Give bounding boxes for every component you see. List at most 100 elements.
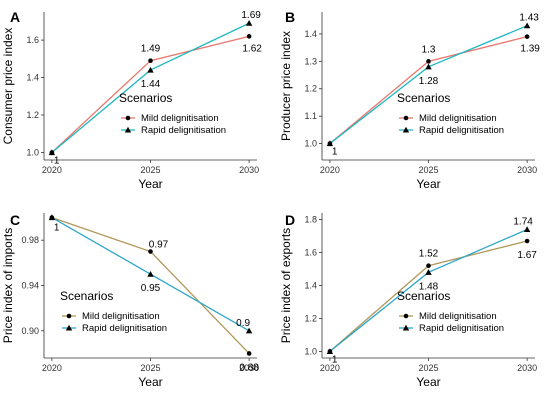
marker-circle [246,34,252,39]
y-tick-label: 0.98 [21,235,39,245]
x-tick-label: 2030 [517,363,537,373]
marker-circle [148,58,153,64]
x-axis-title: Year [416,177,440,191]
y-tick-label: 0.94 [21,281,39,291]
y-tick-label: 1.6 [304,248,317,258]
panel-letter: C [10,212,20,228]
legend-key-marker [125,115,131,121]
data-label: 1 [54,156,60,167]
panel-letter: B [285,9,295,25]
data-label: 1.74 [513,216,533,227]
x-axis-title: Year [416,375,440,389]
x-axis-title: Year [138,177,162,191]
marker-circle [524,238,530,244]
data-label: 0.97 [149,240,169,251]
panel-a: A 1.0 1.2 1.4 1.6 2020 2025 2030 Year Consumer pr… [1,9,262,191]
marker-triangle [425,269,432,275]
panel-letter: A [10,9,20,25]
panel-letter: D [285,212,295,228]
data-label: 1.28 [419,76,439,87]
legend-title: Scenarios [119,91,172,105]
y-tick-label: 1.3 [304,56,317,66]
y-tick-label: 1.4 [304,281,317,291]
y-axis-title: Price index of exports [279,228,293,343]
data-label: 1 [332,354,338,365]
x-tick-label: 2025 [140,363,160,373]
legend-label: Mild delignitisation [82,311,160,322]
x-tick-label: 2020 [42,165,62,175]
data-label: 1 [54,223,60,234]
y-tick-label: 0.90 [21,326,39,336]
marker-triangle [425,63,432,70]
marker-circle [426,263,431,269]
data-label: 1.48 [419,281,439,292]
y-tick-label: 1.0 [26,148,39,158]
y-tick-label: 1.1 [304,111,317,121]
marker-triangle [48,149,56,156]
x-tick-label: 2030 [239,165,259,175]
x-tick-label: 2020 [320,165,340,175]
data-label: 0.95 [141,283,161,294]
data-label: 1.69 [241,10,261,21]
y-tick-label: 1.2 [304,84,317,94]
data-label: 1.49 [141,44,161,55]
panel-d: D 1.0 1.2 1.4 1.6 1.8 2020 2025 2030 Year Price in… [279,212,537,389]
marker-triangle [245,20,253,26]
x-tick-label: 2020 [320,363,340,373]
marker-triangle [147,270,154,277]
legend-label: Rapid delignitisation [419,125,504,136]
y-tick-label: 1.4 [304,29,317,39]
y-tick-label: 1.4 [26,73,39,83]
y-axis-title: Consumer price index [1,28,15,145]
marker-triangle [326,140,334,147]
marker-circle [426,59,431,64]
legend-key-marker [403,313,409,319]
y-tick-label: 1.0 [304,346,317,356]
panel-b: B 1.0 1.1 1.2 1.3 1.4 2020 2025 2030 Year Producer… [279,9,540,191]
x-tick-label: 2030 [239,363,259,373]
legend-label: Mild delignitisation [419,311,497,322]
x-tick-label: 2025 [418,363,438,373]
data-label: 1.67 [517,250,537,261]
legend-label: Rapid delignitisation [82,323,167,334]
y-tick-label: 1.8 [304,215,317,225]
x-axis-title: Year [138,375,162,389]
data-label: 1.3 [422,44,436,55]
data-label: 0.9 [236,318,250,329]
data-label: 1.39 [520,44,540,55]
x-tick-label: 2030 [517,165,537,175]
legend-key-marker [403,115,409,121]
legend-title: Scenarios [397,91,450,105]
y-tick-label: 1.2 [304,313,317,323]
x-tick-label: 2025 [140,165,160,175]
marker-triangle [147,66,154,73]
legend-label: Mild delignitisation [419,113,497,124]
data-label: 0.88 [239,362,259,373]
data-label: 1.44 [141,79,161,90]
y-tick-label: 1.2 [26,110,39,120]
y-axis-title: Producer price index [279,31,293,141]
legend-label: Rapid delignitisation [141,125,226,136]
legend-label: Mild delignitisation [141,113,219,124]
marker-triangle [245,327,253,334]
legend-key-marker [402,126,410,133]
legend-key-marker [65,324,73,331]
marker-triangle [523,22,531,29]
marker-triangle [326,348,334,354]
marker-circle [524,34,530,39]
legend-title: Scenarios [60,289,113,303]
legend-key-marker [402,324,410,331]
panel-c: C 0.90 0.94 0.98 2020 2025 2030 Year Price index… [1,212,259,389]
y-tick-label: 1.0 [304,139,317,149]
x-tick-label: 2020 [42,363,62,373]
x-tick-label: 2025 [418,165,438,175]
y-axis-title: Price index of imports [1,228,15,343]
legend-key-marker [66,313,72,319]
y-tick-label: 1.6 [26,35,39,45]
